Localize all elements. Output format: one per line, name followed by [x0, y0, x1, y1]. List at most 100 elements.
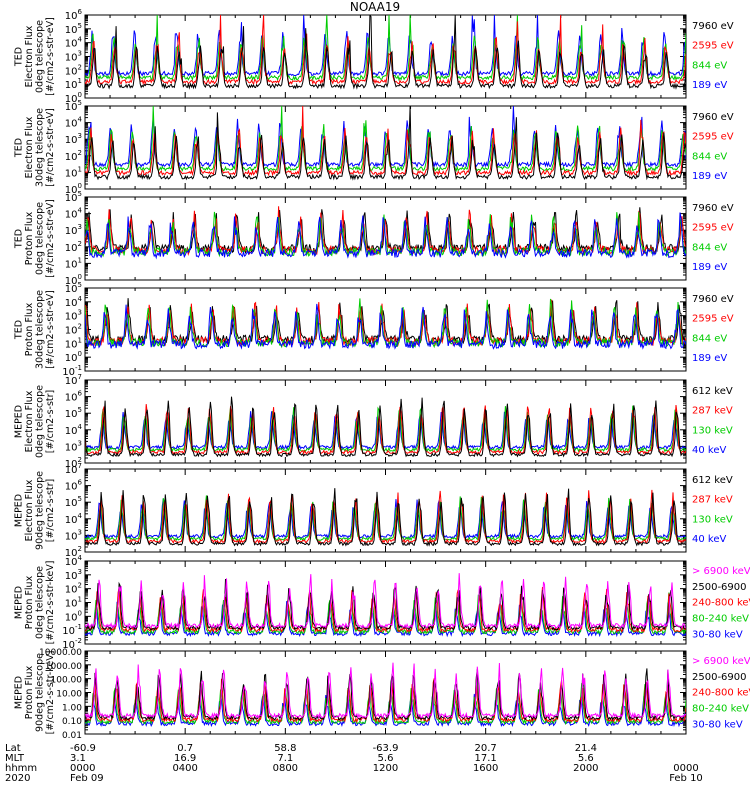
series-line-189-ev [85, 106, 686, 169]
legend-entry: 7960 eV [692, 112, 734, 123]
y-axis-label: TEDProton Flux0deg telescope[#/cm2-s-str… [13, 199, 56, 278]
x-tick-label: Feb 09 [70, 773, 104, 784]
y-tick-label: 102 [65, 63, 82, 77]
y-tick-label: 101 [65, 77, 82, 91]
y-tick-label: 104 [65, 295, 83, 309]
legend-entry: 40 keV [692, 445, 726, 456]
y-tick-label: 104 [65, 423, 83, 437]
y-tick-label: 105 [65, 495, 82, 509]
legend-entry: 240-800 keV [692, 688, 750, 699]
chart-title: NOAA19 [349, 0, 401, 14]
y-tick-label: 102 [65, 582, 82, 596]
y-axis-label: MEPEDElectron Flux0deg telescope[#/cm2-s… [13, 385, 56, 458]
x-tick-label: 0.7 [177, 743, 193, 754]
x-tick-label: 3.1 [70, 753, 86, 764]
y-axis-label: TEDProton Flux30deg telescope[#/cm2-s-st… [13, 290, 56, 369]
legend-entry: 80-240 keV [692, 704, 749, 715]
y-tick-label: 1000.00 [45, 662, 82, 672]
series-line--6900-kev [85, 662, 686, 720]
y-tick-label: 103 [65, 528, 82, 542]
x-tick-label: 21.4 [575, 743, 597, 754]
series-line-7960-ev [85, 15, 686, 90]
legend-entry: 612 keV [692, 475, 733, 486]
y-tick-label: 102 [65, 149, 82, 163]
series-line-612-kev [85, 488, 686, 547]
y-tick-label: 105 [65, 406, 82, 420]
x-tick-label: 7.1 [277, 753, 293, 764]
x-tick-label: 0800 [273, 763, 298, 774]
x-row-label: Lat [5, 743, 21, 754]
y-tick-label: 0.01 [62, 731, 82, 741]
y-tick-label: 104 [65, 207, 83, 221]
series-line-130-kev [85, 405, 686, 453]
y-tick-label: 105 [65, 190, 82, 204]
y-tick-label: 105 [65, 22, 82, 36]
y-tick-label: 103 [65, 50, 82, 64]
series-line-189-ev [85, 212, 686, 260]
legend-entry: 844 eV [692, 151, 727, 162]
legend-entry: 844 eV [692, 60, 727, 71]
y-tick-label: 104 [65, 554, 83, 568]
y-tick-label: 1.00 [62, 703, 82, 713]
legend-entry: 30-80 keV [692, 720, 743, 731]
y-tick-label: 104 [65, 512, 83, 526]
legend-entry: 189 eV [692, 262, 727, 273]
y-tick-label: 102 [65, 240, 82, 254]
series-group [85, 298, 686, 350]
series-group [85, 206, 686, 260]
y-tick-label: 103 [65, 223, 82, 237]
x-tick-label: 20.7 [475, 743, 497, 754]
series-line-130-kev [85, 495, 686, 542]
x-tick-label: 0000 [673, 763, 698, 774]
legend-entry: 7960 eV [692, 21, 734, 32]
legend-entry: 2595 eV [692, 41, 734, 52]
series-line-287-kev [85, 489, 686, 545]
legend-entry: 844 eV [692, 333, 727, 344]
legend-entry: 7960 eV [692, 203, 734, 214]
series-line-240-800-kev [85, 586, 686, 634]
series-line-30-80-kev [85, 601, 686, 638]
legend-entry: 287 keV [692, 495, 733, 506]
series-line-2595-ev [85, 299, 686, 348]
x-tick-label: 0000 [70, 763, 95, 774]
y-tick-label: 10.00 [56, 690, 82, 700]
legend-entry: 130 keV [692, 514, 733, 525]
y-tick-label: 106 [65, 479, 83, 493]
x-tick-label: 5.6 [378, 753, 394, 764]
y-tick-label: 101 [65, 336, 82, 350]
y-tick-label: 107 [65, 462, 82, 476]
y-axis-label: MEPEDElectron Flux90deg telescope[#/cm2-… [13, 471, 56, 550]
y-tick-label: 100.00 [51, 676, 83, 686]
x-tick-label: 2000 [573, 763, 598, 774]
legend-entry: 2500-6900 [692, 672, 747, 683]
x-tick-label: -63.9 [373, 743, 399, 754]
series-line-7960-ev [85, 106, 686, 181]
x-row-label: 2020 [5, 773, 30, 784]
series-line-2595-ev [85, 15, 686, 86]
series-line-40-kev [85, 498, 686, 540]
legend-entry: 7960 eV [692, 294, 734, 305]
series-group [85, 396, 686, 458]
series-line--6900-kev [85, 573, 686, 630]
legend-entry: 612 keV [692, 386, 733, 397]
y-tick-label: 103 [65, 132, 82, 146]
y-tick-label: 100 [65, 609, 82, 623]
x-tick-label: 0400 [172, 763, 197, 774]
series-line-189-ev [85, 15, 686, 78]
y-tick-label: 10000.00 [39, 648, 82, 658]
y-tick-label: 104 [65, 116, 83, 130]
series-line-189-ev [85, 303, 686, 350]
legend-entry: 189 eV [692, 353, 727, 364]
y-tick-label: 105 [65, 281, 82, 295]
y-tick-label: 106 [65, 8, 83, 22]
series-line-612-kev [85, 396, 686, 458]
series-group [85, 662, 686, 728]
x-tick-label: Feb 10 [669, 773, 703, 784]
y-axis-label: TEDElectron Flux0deg telescope[#/cm2-s-s… [13, 17, 56, 96]
y-tick-label: 101 [65, 596, 82, 610]
